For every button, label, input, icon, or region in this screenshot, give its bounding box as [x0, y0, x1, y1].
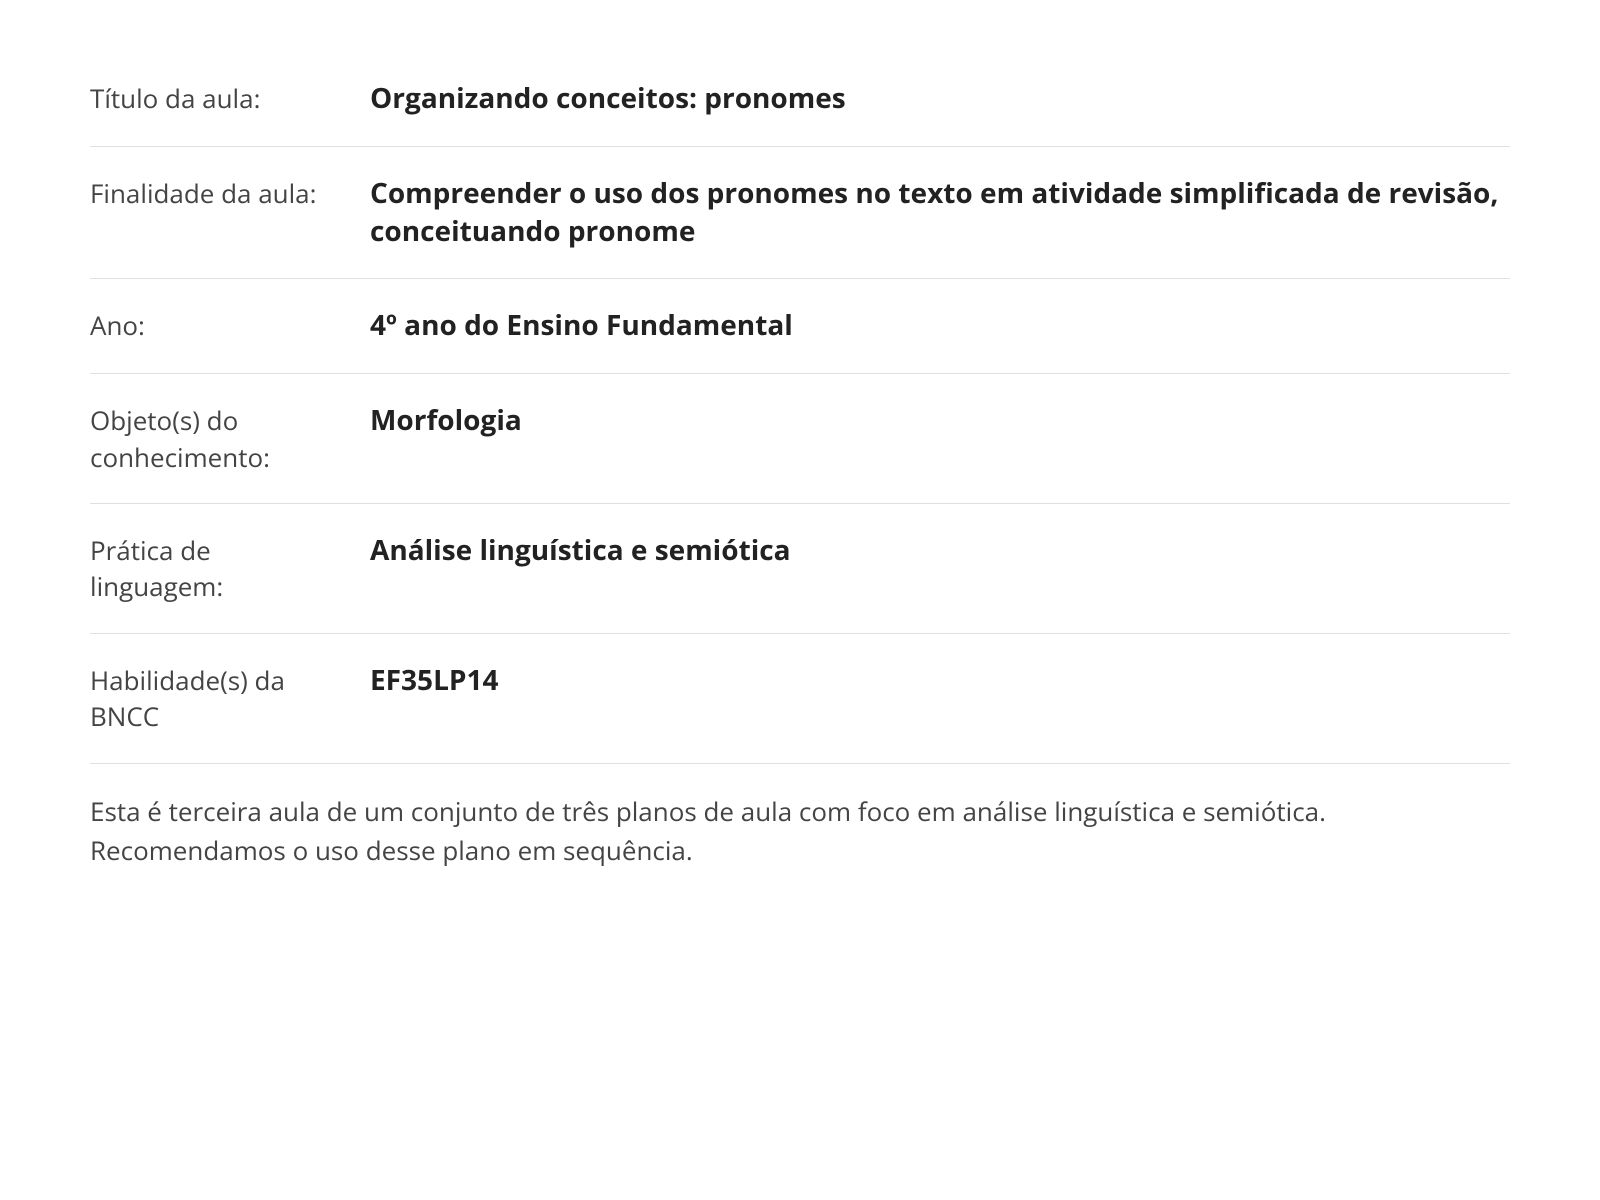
table-row: Prática de linguagem: Análise linguístic… [90, 504, 1510, 634]
row-label: Habilidade(s) da BNCC [90, 662, 370, 735]
lesson-info-table: Título da aula: Organizando conceitos: p… [90, 80, 1510, 870]
row-value: Análise linguística e semiótica [370, 532, 1510, 570]
table-row: Título da aula: Organizando conceitos: p… [90, 80, 1510, 147]
table-row: Objeto(s) do conhecimento: Morfologia [90, 374, 1510, 504]
table-row: Ano: 4º ano do Ensino Fundamental [90, 279, 1510, 374]
row-value: Compreender o uso dos pronomes no texto … [370, 175, 1510, 251]
row-value: EF35LP14 [370, 662, 1510, 700]
row-value: 4º ano do Ensino Fundamental [370, 307, 1510, 345]
row-value: Morfologia [370, 402, 1510, 440]
row-label: Ano: [90, 307, 370, 343]
row-label: Finalidade da aula: [90, 175, 370, 211]
table-row: Habilidade(s) da BNCC EF35LP14 [90, 634, 1510, 764]
row-label: Prática de linguagem: [90, 532, 370, 605]
row-label: Objeto(s) do conhecimento: [90, 402, 370, 475]
footer-note: Esta é terceira aula de um conjunto de t… [90, 764, 1510, 870]
table-row: Finalidade da aula: Compreender o uso do… [90, 147, 1510, 280]
row-value: Organizando conceitos: pronomes [370, 80, 1510, 118]
row-label: Título da aula: [90, 80, 370, 116]
